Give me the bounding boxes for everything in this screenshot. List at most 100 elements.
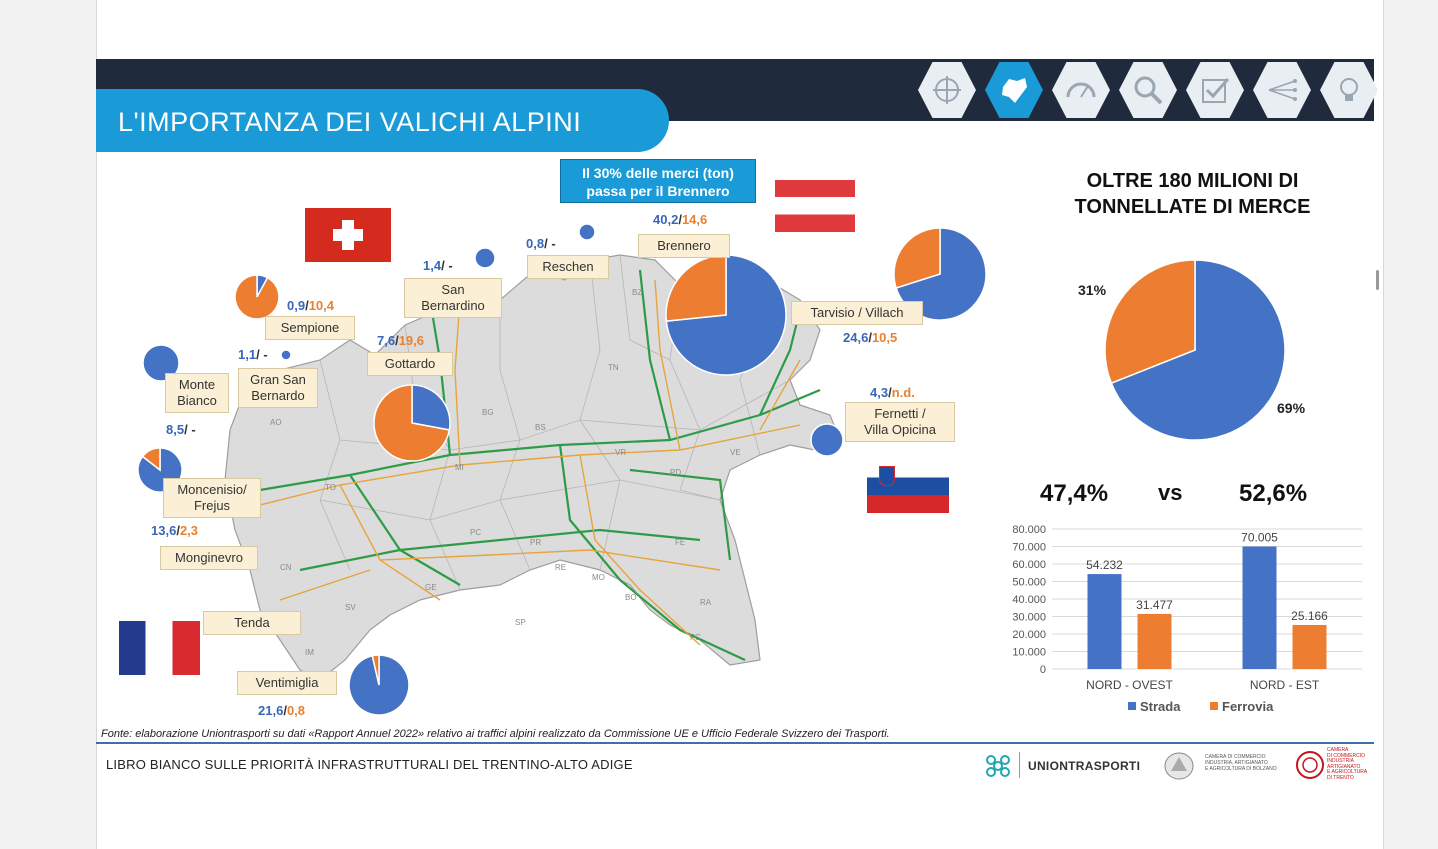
left-share: 47,4% bbox=[1040, 480, 1109, 507]
label-reschen: Reschen bbox=[527, 255, 609, 279]
legend-label-strada: Strada bbox=[1140, 699, 1181, 714]
scrollbar-thumb[interactable] bbox=[1376, 270, 1379, 290]
province-borders bbox=[319, 254, 791, 591]
summary-title: OLTRE 180 MILIONI DI TONNELLATE DI MERCE bbox=[1074, 170, 1311, 218]
province-code: FC bbox=[690, 633, 701, 642]
pie-gran-san-bernardo-slice-0 bbox=[280, 349, 292, 361]
label-monte-bianco: Monte Bianco bbox=[165, 373, 229, 413]
pie-reschen bbox=[578, 223, 596, 241]
railway-network bbox=[259, 269, 821, 661]
page-title: L'IMPORTANZA DEI VALICHI ALPINI bbox=[118, 107, 582, 137]
value-reschen: 0,8/ - bbox=[526, 236, 556, 251]
y-tick-label: 60.000 bbox=[1012, 559, 1046, 571]
area-bar-chart: 0 10.000 20.000 30.000 40.000 50.000 60.000 70.… bbox=[1012, 524, 1362, 714]
y-tick-label: 70.000 bbox=[1012, 542, 1046, 554]
province-code: MO bbox=[592, 573, 605, 582]
value-fernetti: 4,3/n.d. bbox=[870, 385, 915, 400]
total-modal-split-pie bbox=[1104, 259, 1286, 441]
value-tarvisio-villach: 24,6/10,5 bbox=[843, 330, 898, 345]
pct-ferrovia-label: 31% bbox=[1078, 282, 1107, 298]
bar-strada-0 bbox=[1087, 574, 1122, 669]
bar-data-label: 54.232 bbox=[1086, 558, 1123, 572]
bar-ferrovia-1 bbox=[1292, 624, 1327, 669]
value-moncenisio-frejus: 13,6/2,3 bbox=[151, 523, 199, 538]
province-code: TN bbox=[608, 363, 619, 372]
province-code: GE bbox=[425, 583, 437, 592]
province-code: PD bbox=[670, 468, 681, 477]
total-pie-slice-1 bbox=[1104, 259, 1196, 385]
label-fernetti: Fernetti / Villa Opicina bbox=[845, 402, 955, 442]
province-code: BS bbox=[535, 423, 546, 432]
lightbulb-icon bbox=[1340, 78, 1358, 101]
map-province-codes: BZ TN BG BS VR VE PD MI TO AO PC PR RE MO FE BO RA FC GE SV… bbox=[270, 288, 741, 657]
province-code: SP bbox=[515, 618, 526, 627]
province-code: BO bbox=[625, 593, 637, 602]
label-ventimiglia: Ventimiglia bbox=[237, 671, 337, 695]
pie-gran-san-bernardo bbox=[280, 349, 292, 361]
title-tab: L'IMPORTANZA DEI VALICHI ALPINI bbox=[96, 89, 669, 152]
province-code: MI bbox=[455, 463, 464, 472]
pie-monte-bianco bbox=[142, 344, 180, 382]
trento-chamber-text: CAMERA DI COMMERCIO INDUSTRIA ARTIGIANATO E … bbox=[1327, 747, 1368, 781]
bolzano-chamber-seal-icon bbox=[1164, 752, 1194, 780]
x-category-label: NORD - EST bbox=[1250, 678, 1320, 692]
value-gottardo: 7,6/19,6 bbox=[377, 333, 425, 348]
province-code: AO bbox=[270, 418, 282, 427]
value-brennero: 40,2/14,6 bbox=[653, 212, 708, 227]
province-code: PR bbox=[530, 538, 541, 547]
pie-fernetti-villa-opicina-slice-0 bbox=[810, 423, 844, 457]
total-pie bbox=[1104, 259, 1286, 441]
province-code: IM bbox=[305, 648, 314, 657]
total-pie-slice-0 bbox=[1110, 259, 1286, 441]
province-code: PC bbox=[470, 528, 481, 537]
flag-switzerland bbox=[305, 208, 391, 262]
y-tick-label: 0 bbox=[1040, 664, 1046, 676]
province-code: RE bbox=[555, 563, 566, 572]
value-ventimiglia: 21,6/0,8 bbox=[258, 703, 306, 718]
value-gran-san-bernardo: 1,1/ - bbox=[238, 347, 268, 362]
pct-strada-label: 69% bbox=[1277, 400, 1306, 416]
label-monginevro: Monginevro bbox=[160, 546, 258, 570]
bar-ferrovia-0 bbox=[1137, 613, 1172, 669]
province-code: TO bbox=[325, 483, 336, 492]
y-tick-label: 40.000 bbox=[1012, 594, 1046, 606]
province-code: BZ bbox=[632, 288, 642, 297]
y-tick-label: 10.000 bbox=[1012, 647, 1046, 659]
footer-brand: UNIONTRASPORTI bbox=[1028, 759, 1141, 773]
pie-brennero bbox=[665, 254, 787, 376]
pie-fernetti-villa-opicina bbox=[810, 423, 844, 457]
bolzano-chamber-text: CAMERA DI COMMERCIO INDUSTRIA, ARTIGIANAT… bbox=[1205, 754, 1277, 772]
value-monte-bianco: 8,5/ - bbox=[166, 422, 196, 437]
province-code: CN bbox=[280, 563, 292, 572]
province-code: FE bbox=[675, 538, 685, 547]
label-tenda: Tenda bbox=[203, 611, 301, 635]
pie-tarvisio-villach-slice-1 bbox=[893, 227, 941, 289]
footer-title: LIBRO BIANCO SULLE PRIORITÀ INFRASTRUTTU… bbox=[106, 757, 633, 772]
legend-label-ferrovia: Ferrovia bbox=[1222, 699, 1274, 714]
magnifier-icon bbox=[1134, 76, 1163, 105]
province-code: VR bbox=[615, 448, 626, 457]
vs-text: vs bbox=[1158, 480, 1183, 505]
pie-ventimiglia-slice-1 bbox=[371, 654, 380, 686]
label-moncenisio-frejus: Moncenisio/Frejus bbox=[163, 478, 261, 518]
nav-hex-target[interactable] bbox=[918, 62, 976, 118]
flag-france bbox=[119, 621, 200, 675]
checklist-icon bbox=[1202, 78, 1230, 103]
pie-reschen-slice-0 bbox=[578, 223, 596, 241]
legend-swatch-strada bbox=[1128, 702, 1136, 710]
trento-chamber-seal-icon bbox=[1296, 751, 1324, 779]
value-san-bernardino: 1,4/ - bbox=[423, 258, 453, 273]
label-tarvisio-villach: Tarvisio / Villach bbox=[791, 301, 923, 325]
pie-san-bernardino-slice-0 bbox=[474, 247, 496, 269]
footer-rule bbox=[96, 742, 1374, 744]
pie-gottardo bbox=[373, 384, 451, 462]
province-code: VE bbox=[730, 448, 741, 457]
label-sempione: Sempione bbox=[265, 316, 355, 340]
callout-line1: Il 30% delle merci (ton) bbox=[582, 165, 734, 181]
label-san-bernardino: San Bernardino bbox=[404, 278, 502, 318]
pie-sempione bbox=[234, 274, 280, 320]
legend-swatch-ferrovia bbox=[1210, 702, 1218, 710]
gauge-icon bbox=[1066, 82, 1096, 98]
label-brennero: Brennero bbox=[638, 234, 730, 258]
pie-gottardo-slice-1 bbox=[373, 384, 451, 462]
